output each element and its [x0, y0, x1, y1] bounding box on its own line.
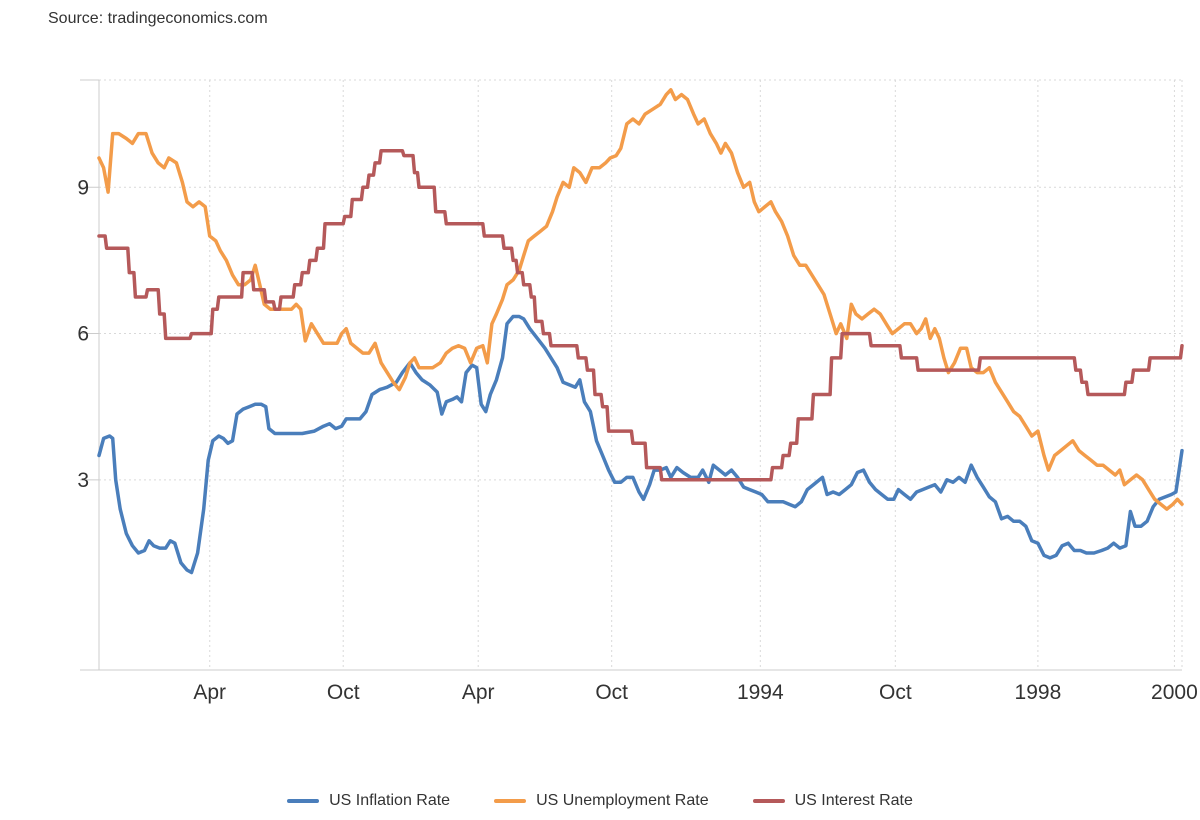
series-line-interest [97, 148, 1184, 482]
y-tick-label: 9 [77, 176, 89, 199]
grid-layer [98, 79, 1183, 670]
series-layer [97, 88, 1184, 575]
legend-swatch-inflation [287, 799, 320, 803]
x-tick-label: 1994 [737, 681, 784, 704]
legend-item-unemployment[interactable]: US Unemployment Rate [494, 792, 709, 810]
y-tick-label: 3 [77, 469, 89, 492]
x-tick-label: Apr [462, 681, 495, 704]
x-tick-label: 2000 [1151, 681, 1198, 704]
x-tick-label: Oct [595, 681, 628, 704]
legend-item-interest[interactable]: US Interest Rate [752, 792, 913, 810]
y-tick-label: 6 [77, 323, 89, 346]
series-line-inflation [97, 314, 1184, 575]
axis-layer [80, 79, 1182, 671]
label-layer: 3 6 9 Apr Oct Apr Oct 1994 Oct 1998 2000 [77, 176, 1197, 704]
series-line-unemployment [97, 88, 1184, 511]
source-caption: Source: tradingeconomics.com [48, 10, 268, 27]
x-tick-label: Oct [879, 681, 912, 704]
x-tick-label: Oct [327, 681, 360, 704]
legend-label-unemployment: US Unemployment Rate [536, 792, 709, 809]
legend-label-interest: US Interest Rate [794, 792, 913, 809]
legend: US Inflation Rate US Unemployment Rate U… [0, 792, 1200, 810]
legend-swatch-unemployment [494, 799, 527, 803]
x-tick-label: 1998 [1015, 681, 1062, 704]
x-tick-label: Apr [193, 681, 226, 704]
legend-swatch-interest [752, 799, 785, 803]
legend-item-inflation[interactable]: US Inflation Rate [287, 792, 450, 810]
legend-label-inflation: US Inflation Rate [329, 792, 451, 809]
